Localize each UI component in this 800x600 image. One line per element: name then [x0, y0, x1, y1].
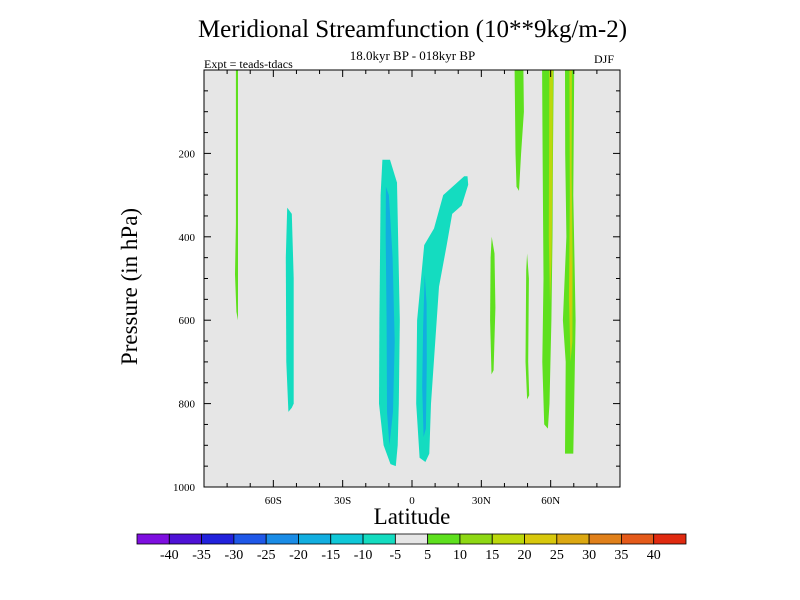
- colorbar-swatch: [588, 533, 622, 545]
- x-axis-label: Latitude: [374, 504, 451, 529]
- colorbar-label: 40: [647, 548, 661, 563]
- colorbar-swatch: [362, 533, 396, 545]
- colorbar-label: -40: [160, 548, 179, 563]
- contour-region-sh-polar-positive: [235, 70, 238, 321]
- colorbar-swatch: [168, 533, 202, 545]
- experiment-label: Expt = teads-tdacs: [204, 57, 293, 71]
- contour-region-nh-column-a-core: [548, 70, 553, 304]
- colorbar-swatch: [394, 533, 429, 545]
- colorbar-label: 30: [582, 548, 596, 563]
- plot-area: [204, 70, 620, 487]
- colorbar-label: 15: [485, 548, 499, 563]
- contour-region-tropical-cell-core: [385, 186, 395, 446]
- colorbar-swatch: [427, 533, 461, 545]
- colorbar-swatch: [298, 533, 332, 545]
- chart-title: Meridional Streamfunction (10**9kg/m-2): [197, 16, 628, 43]
- colorbar-swatch: [556, 533, 590, 545]
- colorbar-swatch: [265, 533, 299, 545]
- colorbar-label: 10: [453, 548, 467, 563]
- y-tick-label: 600: [179, 315, 196, 327]
- colorbar-swatch: [459, 533, 493, 545]
- colorbar-swatch: [653, 533, 687, 545]
- colorbar-swatch: [201, 533, 235, 545]
- colorbar-swatch: [524, 533, 558, 545]
- colorbar-swatch: [136, 533, 170, 545]
- colorbar-label: 5: [424, 548, 431, 563]
- colorbar-swatch: [491, 533, 525, 545]
- axes: 60S 30S 0 30N 60N 200 400 600 800 1000 Latitude Pre…: [117, 69, 621, 529]
- y-tick-label: 800: [179, 399, 196, 411]
- colorbar-label: -5: [390, 548, 402, 563]
- y-tick-label: 200: [179, 148, 196, 160]
- colorbar-label: -20: [289, 548, 308, 563]
- colorbar-swatch: [233, 533, 267, 545]
- colorbar-label: -35: [192, 548, 211, 563]
- colorbar-label: -15: [321, 548, 340, 563]
- season-label: DJF: [594, 52, 615, 66]
- contour-region-nh-tropical-negative: [416, 176, 469, 463]
- y-axis-label: Pressure (in hPa): [117, 208, 142, 365]
- colorbar: -40 -35 -30 -25 -20 -15 -10 -5 5 10 15 20 25 30 35 40: [136, 533, 687, 563]
- colorbar-label: 25: [550, 548, 564, 563]
- contour-region-sh-midlat-negative: [285, 207, 294, 412]
- chart-subtitle: 18.0kyr BP - 018kyr BP: [349, 48, 476, 63]
- contour-region-nh-upper-positive: [514, 70, 524, 191]
- colorbar-label: 35: [614, 548, 628, 563]
- x-tick-label: 0: [409, 495, 415, 507]
- contour-region-nh-tropical-core: [422, 274, 427, 437]
- contour-region-nh-column-b-peak: [569, 253, 572, 321]
- y-tick-label: 400: [179, 232, 196, 244]
- colorbar-label: 20: [518, 548, 532, 563]
- x-tick-label: 30S: [334, 495, 351, 507]
- colorbar-label: -10: [354, 548, 373, 563]
- contour-region-nh-subtropical-positive: [490, 236, 496, 375]
- x-tick-label: 60S: [265, 495, 282, 507]
- plot-background: [204, 70, 620, 487]
- x-tick-label: 30N: [472, 495, 491, 507]
- colorbar-swatch: [621, 533, 655, 545]
- colorbar-swatch: [330, 533, 364, 545]
- colorbar-label: -25: [257, 548, 276, 563]
- y-tick-label: 1000: [173, 482, 196, 494]
- colorbar-label: -30: [225, 548, 244, 563]
- x-tick-label: 60N: [541, 495, 560, 507]
- contour-region-nh-midlat-thin-positive: [525, 253, 530, 400]
